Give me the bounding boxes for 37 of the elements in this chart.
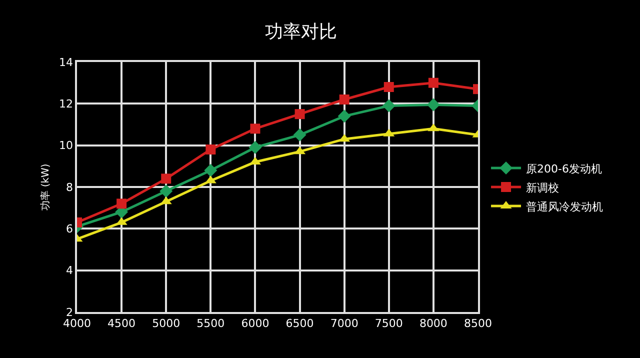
point: [294, 109, 305, 120]
point: [339, 94, 350, 104]
y-tick-label: 10: [59, 139, 74, 152]
y-tick-label: 6: [66, 222, 74, 236]
x-tick-label: 7500: [374, 316, 403, 330]
x-tick-label: 5000: [152, 316, 180, 330]
point: [161, 174, 172, 184]
x-tick-label: 7000: [330, 316, 358, 330]
legend-label: 普通风冷发动机: [526, 200, 604, 214]
x-tick-label: 6000: [241, 316, 270, 330]
x-tick-label: 4500: [108, 316, 136, 330]
point: [382, 99, 396, 112]
point: [338, 110, 351, 123]
point: [250, 124, 260, 134]
x-tick-label: 6500: [286, 316, 314, 330]
point: [428, 78, 438, 88]
point: [248, 140, 262, 154]
y-tick-label: 8: [66, 180, 74, 194]
y-tick-label: 12: [59, 98, 74, 111]
x-tick-label: 5500: [196, 316, 225, 330]
point: [206, 144, 216, 154]
x-tick-label: 8000: [419, 316, 448, 330]
y-axis-title: 功率 (kW): [40, 164, 52, 210]
point: [160, 184, 173, 198]
legend-label: 原200-6发动机: [526, 162, 602, 176]
point: [116, 198, 127, 209]
x-tick-label: 4000: [63, 316, 91, 330]
y-tick-label: 4: [66, 264, 74, 278]
y-tick-label: 14: [59, 56, 74, 69]
legend-label: 新调校: [526, 181, 560, 194]
point: [426, 98, 440, 112]
chart-title: 功率对比: [264, 22, 337, 43]
x-tick-label: 8500: [464, 316, 492, 330]
point: [384, 82, 394, 92]
point: [204, 164, 218, 177]
y-tick-label: 2: [66, 306, 74, 319]
point: [293, 128, 306, 142]
